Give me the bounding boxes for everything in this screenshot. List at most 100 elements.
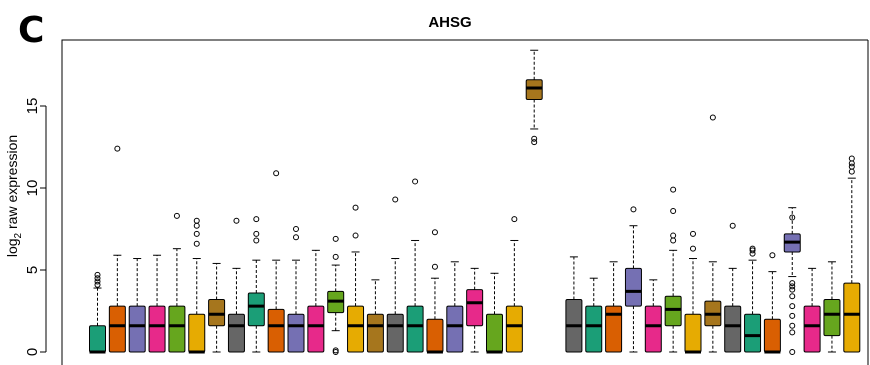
outlier-point [789, 312, 796, 319]
outlier-point [94, 281, 101, 288]
outlier-point [789, 280, 796, 287]
y-tick-label: 15 [24, 98, 41, 115]
outlier-point [709, 114, 716, 121]
outlier-point [193, 222, 200, 229]
outlier-point [273, 170, 280, 177]
box-iqr [664, 295, 682, 327]
box-group [486, 272, 503, 354]
box-iqr [446, 305, 464, 353]
box-iqr [605, 305, 623, 353]
outlier-point [332, 347, 339, 354]
box-iqr [128, 305, 146, 353]
box-iqr [267, 308, 285, 353]
box-group [724, 222, 742, 353]
outlier-point [848, 163, 855, 170]
box-group [684, 230, 702, 354]
box-group [624, 206, 642, 353]
box-iqr [406, 305, 424, 353]
box-group [525, 49, 543, 146]
box-iqr [684, 313, 702, 353]
outlier-point [332, 253, 339, 260]
y-tick-label: 10 [24, 180, 41, 197]
box-group [763, 252, 781, 354]
outlier-point [114, 145, 121, 152]
box-group [426, 229, 444, 354]
y-axis-label: log2 raw expression [4, 135, 24, 257]
box-iqr [287, 313, 305, 353]
box-group [307, 249, 325, 353]
box-group [108, 145, 126, 353]
box-iqr [525, 79, 543, 100]
box-group [247, 216, 265, 353]
box-group [267, 170, 285, 353]
box-group [148, 254, 166, 353]
outlier-point [253, 230, 260, 237]
box-iqr [208, 299, 226, 327]
outlier-point [392, 196, 399, 203]
outlier-point [848, 160, 855, 167]
outlier-point [511, 216, 518, 223]
box-iqr [307, 305, 325, 353]
outlier-point [233, 217, 240, 224]
outlier-point [670, 186, 677, 193]
box-iqr [347, 305, 365, 353]
y-axis-label-subscript: 2 [13, 232, 24, 238]
box-group [466, 267, 484, 353]
box-group [188, 217, 206, 354]
box-group [605, 261, 623, 353]
outlier-point [94, 271, 101, 278]
box-iqr [89, 325, 106, 353]
outlier-point [630, 206, 637, 213]
outlier-point [789, 214, 796, 221]
outlier-point [789, 283, 796, 290]
box-group [585, 277, 603, 353]
outlier-point [670, 232, 677, 239]
box-iqr [644, 305, 662, 353]
outlier-point [729, 222, 736, 229]
outlier-point [293, 234, 299, 241]
box-group [565, 256, 583, 353]
outlier-point [789, 349, 796, 355]
outlier-point [193, 240, 200, 247]
box-group [227, 217, 245, 353]
box-group [347, 204, 365, 353]
box-group [208, 262, 226, 353]
outlier-point [352, 204, 359, 211]
box-group [843, 155, 861, 353]
box-iqr [744, 313, 762, 353]
box-iqr [466, 289, 484, 327]
outlier-point [352, 232, 359, 239]
outlier-point [769, 252, 776, 259]
outlier-point [293, 226, 299, 232]
outlier-point [848, 168, 855, 175]
outlier-point [670, 207, 677, 214]
box-group [327, 235, 345, 355]
outlier-point [789, 329, 796, 336]
box-iqr [366, 313, 384, 353]
box-group [783, 207, 801, 355]
outlier-point [253, 216, 260, 223]
outlier-point [332, 235, 339, 242]
box-iqr [227, 313, 245, 353]
box-group [823, 261, 841, 353]
chart-title: AHSG [428, 14, 472, 31]
y-tick-label: 5 [24, 266, 41, 274]
outlier-point [173, 212, 180, 219]
box-layer [89, 49, 861, 355]
box-group [128, 258, 146, 353]
y-axis-label-main: log [4, 238, 20, 257]
box-iqr [585, 305, 603, 353]
box-iqr [108, 305, 126, 353]
panel-letter: C [18, 10, 45, 51]
y-tick-label: 0 [24, 348, 41, 356]
outlier-point [690, 230, 696, 237]
outlier-point [531, 135, 538, 142]
box-group [406, 178, 424, 353]
box-group [168, 212, 186, 353]
box-iqr [724, 305, 742, 353]
outlier-point [193, 230, 200, 237]
box-iqr [843, 282, 861, 353]
outlier-point [789, 286, 796, 293]
